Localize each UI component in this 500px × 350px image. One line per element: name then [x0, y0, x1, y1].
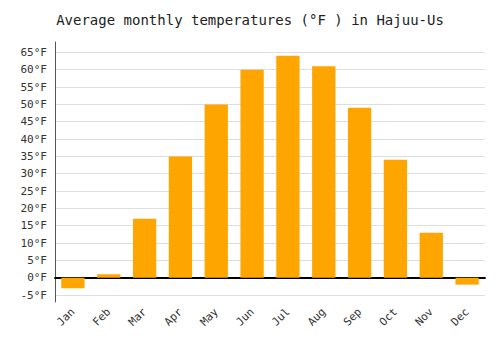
svg-text:Sep: Sep: [341, 305, 364, 328]
svg-text:Jul: Jul: [269, 305, 292, 328]
svg-text:-5°F: -5°F: [21, 289, 48, 302]
svg-text:Jan: Jan: [54, 305, 77, 328]
svg-text:10°F: 10°F: [21, 237, 48, 250]
svg-text:Jun: Jun: [233, 305, 256, 328]
svg-text:0°F: 0°F: [27, 271, 47, 284]
svg-text:50°F: 50°F: [21, 98, 48, 111]
svg-text:Mar: Mar: [126, 305, 149, 328]
svg-text:65°F: 65°F: [21, 46, 48, 59]
svg-text:15°F: 15°F: [21, 219, 48, 232]
svg-text:45°F: 45°F: [21, 115, 48, 128]
svg-text:Feb: Feb: [90, 305, 113, 328]
svg-text:Oct: Oct: [377, 305, 400, 328]
svg-text:Aug: Aug: [305, 305, 328, 328]
svg-text:Average monthly temperatures (: Average monthly temperatures (°F ) in Ha…: [56, 12, 444, 28]
svg-text:60°F: 60°F: [21, 63, 48, 76]
svg-text:Apr: Apr: [162, 305, 185, 328]
svg-text:5°F: 5°F: [27, 254, 47, 267]
svg-text:55°F: 55°F: [21, 81, 48, 94]
svg-text:25°F: 25°F: [21, 185, 48, 198]
svg-text:40°F: 40°F: [21, 133, 48, 146]
svg-text:Nov: Nov: [413, 305, 436, 328]
svg-text:30°F: 30°F: [21, 167, 48, 180]
svg-text:20°F: 20°F: [21, 202, 48, 215]
svg-text:May: May: [198, 305, 221, 328]
svg-text:35°F: 35°F: [21, 150, 48, 163]
svg-text:Dec: Dec: [448, 305, 471, 328]
